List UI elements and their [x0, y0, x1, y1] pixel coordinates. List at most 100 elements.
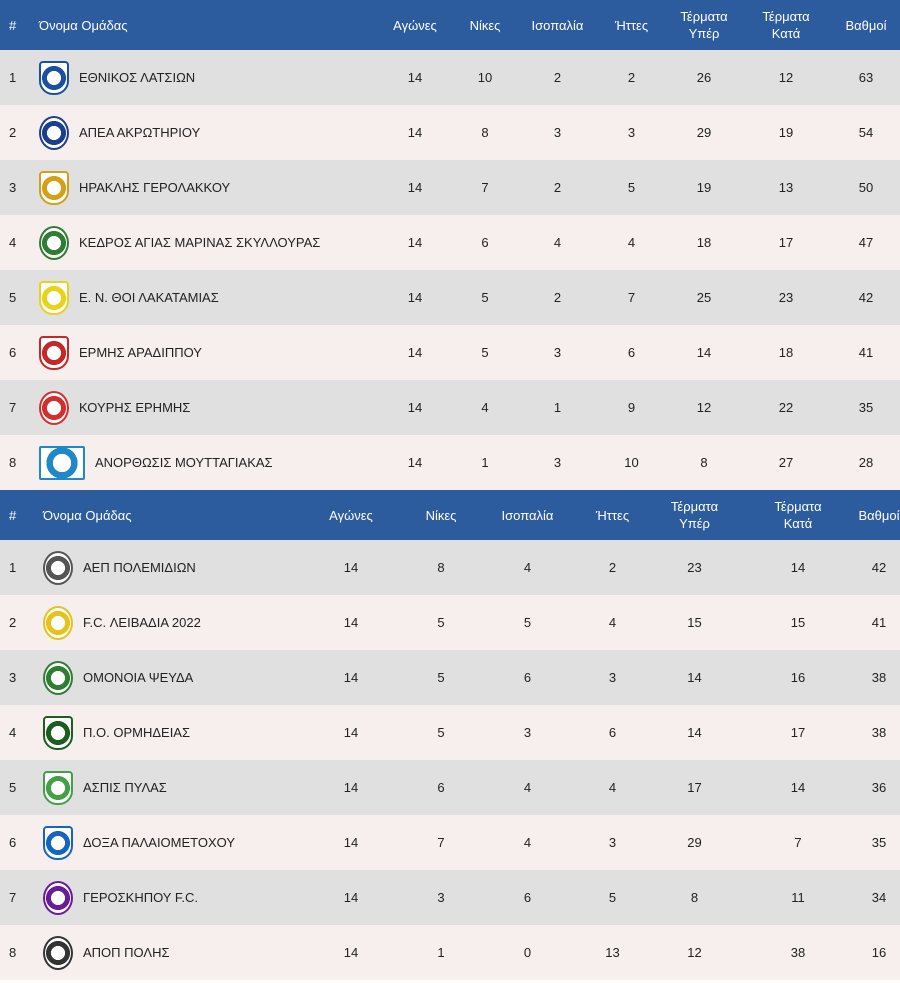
draws-cell: 0: [523, 945, 532, 960]
geroskipou-crest-icon: [43, 880, 73, 915]
wins-cell: 7: [437, 835, 445, 850]
goals-for-cell: 8: [700, 455, 708, 470]
goals-for-cell: 14: [696, 345, 712, 360]
goals-against-cell: 12: [778, 70, 794, 85]
goals-against-cell: 16: [790, 670, 806, 685]
team-name[interactable]: ΔΟΞΑ ΠΑΛΑΙΟΜΕΤΟΧΟΥ: [83, 835, 236, 850]
team-name[interactable]: ΗΡΑΚΛΗΣ ΓΕΡΟΛΑΚΚΟΥ: [79, 180, 231, 195]
losses-cell: 6: [627, 345, 636, 360]
draws-cell: 4: [523, 835, 532, 850]
goals-for-cell: 8: [690, 890, 699, 905]
goals-for-header: Τέρματα Υπέρ: [668, 0, 740, 50]
points-cell: 38: [871, 725, 887, 740]
points-header: Βαθμοί: [858, 507, 900, 523]
wins-cell: 8: [481, 125, 489, 140]
wins-header: Νίκες: [425, 507, 457, 523]
team-name[interactable]: ΓΕΡΟΣΚΗΠΟΥ F.C.: [83, 890, 198, 905]
clover-crest-icon: [43, 660, 73, 695]
losses-cell: 2: [608, 560, 617, 575]
team-name[interactable]: ΚΟΥΡΗΣ ΕΡΗΜΗΣ: [79, 400, 191, 415]
ermis-crest-icon: [39, 335, 69, 370]
draws-cell: 3: [553, 345, 562, 360]
wins-cell: 8: [437, 560, 445, 575]
points-cell: 50: [858, 180, 874, 195]
wins-cell: 5: [481, 290, 489, 305]
losses-cell: 4: [608, 615, 617, 630]
goals-for-cell: 29: [687, 835, 702, 850]
team-name[interactable]: Ε. Ν. ΘΟΙ ΛΑΚΑΤΑΜΙΑΣ: [79, 290, 219, 305]
team-cell: ΕΡΜΗΣ ΑΡΑΔΙΠΠΟΥ: [39, 325, 380, 380]
played-cell: 14: [407, 290, 423, 305]
points-cell: 35: [871, 835, 887, 850]
goals-against-header-line1: Τέρματα: [774, 499, 822, 514]
points-cell: 42: [858, 290, 874, 305]
points-cell: 63: [858, 70, 874, 85]
played-cell: 14: [407, 400, 423, 415]
team-cell: ΚΕΔΡΟΣ ΑΓΙΑΣ ΜΑΡΙΝΑΣ ΣΚΥΛΛΟΥΡΑΣ: [39, 215, 380, 270]
team-name[interactable]: F.C. ΛΕΙΒΑΔΙΑ 2022: [83, 615, 201, 630]
team-cell: ΑΕΠ ΠΟΛΕΜΙΔΙΩΝ: [39, 540, 301, 595]
goals-against-cell: 22: [778, 400, 794, 415]
goals-against-header: Τέρματα Κατά: [740, 0, 832, 50]
table-row: 1 ΑΕΠ ΠΟΛΕΜΙΔΙΩΝ 14 8 4 2 23 14 42: [0, 540, 900, 595]
goals-for-cell: 12: [696, 400, 712, 415]
doxa-crest-icon: [43, 825, 73, 860]
team-cell: ΔΟΞΑ ΠΑΛΑΙΟΜΕΤΟΧΟΥ: [39, 815, 301, 870]
team-name[interactable]: Π.Ο. ΟΡΜΗΔΕΙΑΣ: [83, 725, 191, 740]
team-name[interactable]: ΑΝΟΡΘΩΣΙΣ ΜΟΥΤΤΑΓΙΑΚΑΣ: [95, 455, 273, 470]
rank-cell: 7: [9, 890, 17, 905]
draws-header: Ισοπαλία: [501, 507, 554, 523]
team-cell: ΑΠΕΑ ΑΚΡΩΤΗΡΙΟΥ: [39, 105, 380, 160]
team-name[interactable]: ΕΘΝΙΚΟΣ ΛΑΤΣΙΩΝ: [79, 70, 196, 85]
goals-against-header-line1: Τέρματα: [762, 9, 810, 24]
played-cell: 14: [343, 835, 359, 850]
team-cell: ΚΟΥΡΗΣ ΕΡΗΜΗΣ: [39, 380, 380, 435]
table-row: 6 ΔΟΞΑ ΠΑΛΑΙΟΜΕΤΟΧΟΥ 14 7 4 3 29 7 35: [0, 815, 900, 870]
draws-cell: 5: [523, 615, 532, 630]
goals-for-cell: 19: [696, 180, 712, 195]
table-row: 8 ΑΠΟΠ ΠΟΛΗΣ 14 1 0 13 12 38 16: [0, 925, 900, 980]
team-name[interactable]: ΕΡΜΗΣ ΑΡΑΔΙΠΠΟΥ: [79, 345, 202, 360]
played-cell: 14: [343, 890, 359, 905]
rank-cell: 2: [9, 615, 17, 630]
points-cell: 38: [871, 670, 887, 685]
losses-cell: 5: [627, 180, 636, 195]
played-cell: 14: [343, 560, 359, 575]
goals-for-header: Τέρματα Υπέρ: [651, 490, 738, 540]
goals-for-header-line1: Τέρματα: [680, 9, 728, 24]
losses-cell: 13: [605, 945, 620, 960]
table-header-row: # Όνομα Ομάδας Αγώνες Νίκες Ισοπαλία Ήττ…: [0, 0, 900, 50]
wins-cell: 5: [437, 725, 445, 740]
goals-against-cell: 27: [778, 455, 794, 470]
played-cell: 14: [407, 345, 423, 360]
draws-cell: 4: [553, 235, 562, 250]
team-name[interactable]: ΑΕΠ ΠΟΛΕΜΙΔΙΩΝ: [83, 560, 196, 575]
goals-for-cell: 29: [696, 125, 712, 140]
rank-header: #: [9, 507, 17, 523]
played-cell: 14: [343, 780, 359, 795]
team-cell: ΟΜΟΝΟΙΑ ΨΕΥΔΑ: [39, 650, 301, 705]
team-name[interactable]: ΑΣΠΙΣ ΠΥΛΑΣ: [83, 780, 167, 795]
draws-cell: 1: [553, 400, 562, 415]
points-cell: 41: [871, 615, 887, 630]
kouris-crest-icon: [39, 390, 69, 425]
points-header: Βαθμοί: [845, 17, 887, 33]
goals-for-cell: 26: [696, 70, 712, 85]
goals-for-cell: 25: [696, 290, 712, 305]
team-name[interactable]: ΚΕΔΡΟΣ ΑΓΙΑΣ ΜΑΡΙΝΑΣ ΣΚΥΛΛΟΥΡΑΣ: [79, 235, 321, 250]
rank-cell: 4: [9, 235, 17, 250]
table-row: 5 Ε. Ν. ΘΟΙ ΛΑΚΑΤΑΜΙΑΣ 14 5 2 7 25 23 42: [0, 270, 900, 325]
team-name[interactable]: ΑΠΟΠ ΠΟΛΗΣ: [83, 945, 170, 960]
table-row: 2 ΑΠΕΑ ΑΚΡΩΤΗΡΙΟΥ 14 8 3 3 29 19 54: [0, 105, 900, 160]
iraklis-crest-icon: [39, 170, 69, 205]
team-name[interactable]: ΑΠΕΑ ΑΚΡΩΤΗΡΙΟΥ: [79, 125, 201, 140]
rank-cell: 2: [9, 125, 17, 140]
team-cell: ΑΣΠΙΣ ΠΥΛΑΣ: [39, 760, 301, 815]
goals-for-cell: 17: [687, 780, 702, 795]
team-name[interactable]: ΟΜΟΝΟΙΑ ΨΕΥΔΑ: [83, 670, 194, 685]
draws-cell: 3: [523, 725, 532, 740]
team-cell: Ε. Ν. ΘΟΙ ΛΑΚΑΤΑΜΙΑΣ: [39, 270, 380, 325]
draws-cell: 4: [523, 780, 532, 795]
pi-crest-icon: [43, 935, 73, 970]
goals-for-cell: 23: [687, 560, 702, 575]
